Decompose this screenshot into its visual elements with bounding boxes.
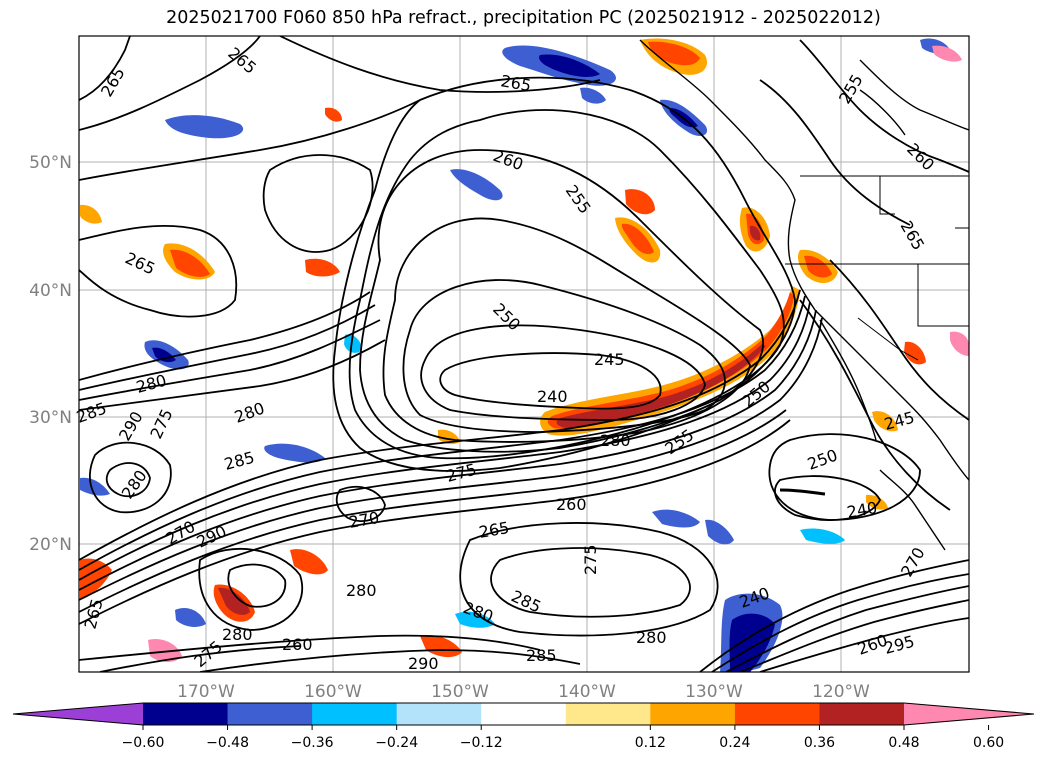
colorbar-segment: [396, 703, 482, 725]
lat-label: 30°N: [29, 408, 72, 428]
colorbar-segment: [819, 703, 905, 725]
colorbar-tick-label: 0.48: [888, 735, 919, 751]
colorbar-segment: [481, 703, 567, 725]
graticule: [79, 36, 969, 672]
colorbar-segment: [312, 703, 398, 725]
contour-label: 290: [408, 654, 439, 673]
colorbar-tick-label: −0.12: [460, 735, 503, 751]
lon-label: 170°W: [177, 682, 235, 702]
colorbar-tick-label: 0.36: [804, 735, 835, 751]
colorbar-segment: [650, 703, 736, 725]
colorbar-tick-label: −0.24: [375, 735, 418, 751]
coastline: [639, 39, 969, 551]
contour-label: 280: [600, 431, 631, 450]
lon-label: 130°W: [685, 682, 743, 702]
contour-label: 280: [636, 628, 667, 647]
contour-label: 280: [222, 625, 253, 644]
colorbar-segment: [565, 703, 651, 725]
lon-label: 140°W: [558, 682, 616, 702]
colorbar: −0.60 −0.48 −0.36 −0.24 −0.12 0.12 0.24 0.36 0.4…: [12, 702, 1035, 751]
contour-label: 260: [556, 495, 587, 514]
colorbar-tick-label: 0.24: [719, 735, 750, 751]
colorbar-tick-label: 0.12: [635, 735, 666, 751]
colorbar-extend-max: [904, 703, 1034, 725]
precip-negative-patches: [80, 38, 950, 672]
map-frame-border: [78, 35, 970, 673]
contour-label: 275: [581, 544, 600, 575]
colorbar-extend-min: [13, 703, 143, 725]
colorbar-segment: [734, 703, 820, 725]
contour-label: 285: [526, 646, 557, 665]
page-title: 2025021700 F060 850 hPa refract., precip…: [166, 8, 881, 28]
refractivity-contours: [79, 36, 969, 672]
lon-label: 120°W: [812, 682, 870, 702]
contour-label: 280: [346, 581, 377, 600]
contour-label: 260: [282, 635, 313, 654]
political-boundaries: [785, 175, 969, 361]
contour-labels: 265 265 265 260 255 255 260 265 265 250 …: [74, 44, 938, 673]
colorbar-tick-label: −0.60: [122, 735, 165, 751]
lat-label: 20°N: [29, 535, 72, 555]
contour-label: 245: [594, 350, 625, 369]
lon-label: 150°W: [431, 682, 489, 702]
colorbar-tick-label: 0.60: [973, 735, 1004, 751]
colorbar-segment: [143, 703, 229, 725]
longitude-labels: 170°W 160°W 150°W 140°W 130°W 120°W: [177, 682, 870, 702]
colorbar-tick-label: −0.48: [206, 735, 249, 751]
latitude-labels: 50°N 40°N 30°N 20°N: [29, 153, 72, 555]
contour-label: 240: [537, 387, 568, 406]
lon-label: 160°W: [304, 682, 362, 702]
colorbar-tick-label: −0.36: [291, 735, 334, 751]
lat-label: 40°N: [29, 281, 72, 301]
colorbar-segment: [227, 703, 313, 725]
lat-label: 50°N: [29, 153, 72, 173]
